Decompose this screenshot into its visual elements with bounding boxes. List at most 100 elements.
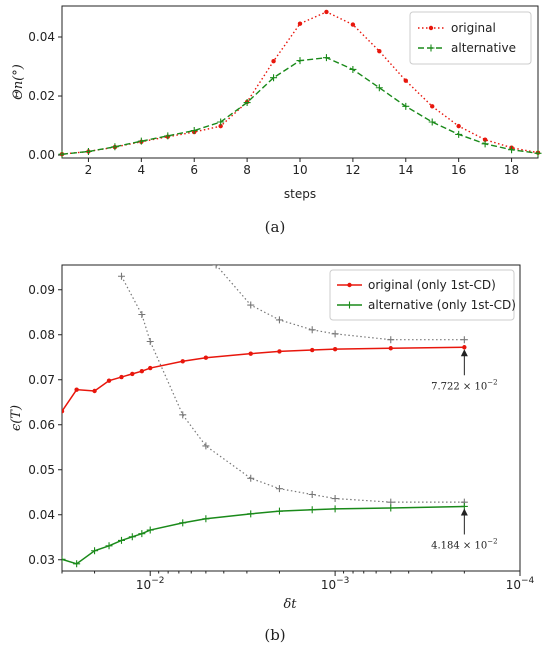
- legend-box: [329, 269, 515, 321]
- series-0-point: [180, 359, 185, 364]
- x-tick-label: 6: [190, 163, 198, 177]
- series-1-point: [243, 99, 251, 107]
- series-1-point: [375, 84, 383, 92]
- series-1-point: [58, 150, 66, 158]
- series-1-point: [349, 65, 357, 73]
- series-2-point: [247, 474, 255, 482]
- panel-b-caption: (b): [264, 626, 285, 644]
- series-0-point: [74, 387, 79, 392]
- series-1-point: [128, 533, 136, 541]
- series-1-point: [91, 547, 99, 555]
- series-0-point: [106, 378, 112, 383]
- legend-label: original: [451, 21, 496, 35]
- series-0-point: [297, 21, 303, 26]
- series-1-point: [387, 504, 395, 512]
- panel-a-legend: original alternative: [409, 11, 532, 65]
- x-tick-label: 14: [398, 163, 413, 177]
- series-0-point: [403, 78, 408, 83]
- x-tick-label: 4: [138, 163, 146, 177]
- series-1-point: [270, 74, 278, 82]
- panel-a-ylabel: Θn(°): [11, 64, 26, 100]
- x-tick-label: 2: [85, 163, 93, 177]
- series-1-point: [190, 127, 198, 135]
- x-tick-label: 12: [345, 163, 360, 177]
- series-0-point: [332, 346, 338, 352]
- y-tick-label: 0.00: [28, 148, 55, 162]
- panel-b-xlabel: δt: [283, 597, 297, 612]
- series-1-point: [73, 560, 81, 568]
- series-0-point: [388, 346, 393, 351]
- series-0-point: [430, 104, 435, 109]
- series-1-point: [428, 118, 436, 126]
- legend-marker: [347, 282, 352, 288]
- series-0-point: [377, 48, 382, 54]
- annotation-label: 4.184 × 10−2: [431, 537, 497, 551]
- series-0-point: [130, 371, 135, 377]
- legend-label: original (only 1st-CD): [368, 278, 496, 292]
- x-tick-label: 8: [243, 163, 251, 177]
- series-0-point: [350, 22, 356, 27]
- y-tick-label: 0.09: [28, 283, 55, 297]
- series-1-point: [137, 137, 145, 145]
- annotation-label: 7.722 × 10−2: [431, 378, 497, 392]
- series-3-point: [212, 265, 220, 269]
- panel-a-xlabel: steps: [284, 187, 316, 201]
- series-0-point: [462, 345, 467, 350]
- x-tick-label: 10: [292, 163, 307, 177]
- series-0-point: [271, 58, 276, 64]
- legend-box: [409, 11, 532, 65]
- series-3-point: [387, 336, 395, 344]
- series-1-point: [146, 526, 154, 534]
- series-1-point: [84, 148, 92, 156]
- series-line-1: [62, 505, 465, 565]
- series-1-point: [179, 519, 187, 527]
- series-0-point: [203, 355, 209, 360]
- series-3-point: [460, 336, 468, 344]
- y-tick-label: 0.04: [28, 508, 55, 522]
- series-1-point: [308, 506, 316, 514]
- series-3-point: [331, 330, 339, 338]
- legend-marker: [428, 25, 434, 31]
- panel-b-frame: [61, 264, 521, 572]
- x-tick-label: 10−4: [506, 576, 535, 592]
- series-0-point: [62, 409, 65, 414]
- legend-label: alternative: [451, 41, 516, 55]
- annotation-arrowhead: [460, 508, 468, 516]
- series-1-point: [62, 555, 66, 563]
- series-2-point: [179, 411, 187, 419]
- series-0-point: [139, 369, 145, 374]
- series-2-point: [138, 311, 146, 318]
- y-tick-label: 0.07: [28, 373, 55, 387]
- series-0-point: [92, 388, 97, 394]
- series-1-point: [202, 515, 210, 523]
- series-0-point: [218, 123, 223, 129]
- series-1-point: [138, 530, 146, 538]
- series-2-point: [331, 495, 339, 503]
- series-1-point: [322, 54, 330, 62]
- series-0-point: [119, 374, 124, 380]
- series-0-point: [310, 347, 315, 353]
- series-1-point: [247, 510, 255, 518]
- y-tick-label: 0.08: [28, 328, 55, 342]
- panel-b: 0.03 0.04 0.05 0.06 0.07 0.08 0.09 10−2 10−3 10−4…: [9, 264, 535, 644]
- panel-a: 2 4 6 8 10 12 14 16 18 0.00 0.02 0.04 original alter…: [11, 5, 542, 236]
- series-1-point: [275, 507, 283, 515]
- series-3-point: [308, 326, 316, 334]
- series-1-point: [331, 505, 339, 513]
- y-tick-label: 0.03: [28, 553, 55, 567]
- y-tick-label: 0.04: [28, 30, 55, 44]
- series-line-0: [62, 346, 465, 412]
- legend-marker: [346, 301, 353, 309]
- series-1-point: [296, 57, 304, 65]
- series-0-point: [456, 123, 461, 129]
- series-3-point: [275, 316, 283, 324]
- series-1-point: [105, 542, 113, 550]
- panel-a-caption: (a): [265, 218, 286, 236]
- y-tick-label: 0.02: [28, 89, 55, 103]
- panel-b-legend: original (only 1st-CD) alternative (only …: [329, 269, 516, 321]
- series-2-point: [202, 442, 210, 450]
- series-1-point: [402, 102, 410, 110]
- legend-marker: [427, 44, 435, 52]
- y-tick-label: 0.06: [28, 418, 55, 432]
